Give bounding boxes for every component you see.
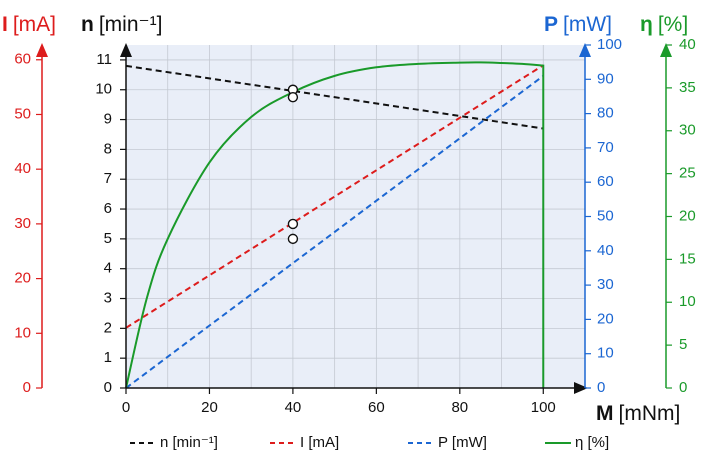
x-tick-label: 100 xyxy=(531,399,556,416)
marker-layer xyxy=(287,84,299,245)
p-tick-label: 50 xyxy=(597,207,614,224)
i-tick-label: 60 xyxy=(14,51,31,68)
eta-tick-label: 25 xyxy=(679,165,696,182)
legend: n [min⁻¹] I [mA] P [mW] η [%] xyxy=(130,434,609,451)
i-tick-label: 20 xyxy=(14,270,31,287)
p-tick-label: 30 xyxy=(597,276,614,293)
series-eta-line xyxy=(125,61,545,389)
n-tick-label: 1 xyxy=(104,349,112,366)
p-tick-label: 70 xyxy=(597,139,614,156)
x-tick-label: 0 xyxy=(122,399,130,416)
p-tick-label: 60 xyxy=(597,173,614,190)
p-tick-label: 90 xyxy=(597,70,614,87)
n-tick-label: 10 xyxy=(95,81,112,98)
eta-tick-label: 0 xyxy=(679,379,687,396)
i-tick-label: 50 xyxy=(14,105,31,122)
series-layer xyxy=(125,61,545,389)
eta-tick-label: 10 xyxy=(679,293,696,310)
i-tick-label: 30 xyxy=(14,215,31,232)
series-P-line xyxy=(125,75,544,389)
i-axis-title: I [mA] xyxy=(2,13,56,36)
p-tick-label: 100 xyxy=(597,36,622,53)
n-tick-label: 2 xyxy=(104,319,112,336)
tick-labels: 0123456789101101020304050600102030405060… xyxy=(14,36,695,416)
x-axis-arrow xyxy=(574,382,588,394)
legend-label-P: P [mW] xyxy=(438,434,487,451)
series-n-line xyxy=(125,64,544,130)
eta-axis-arrow xyxy=(660,43,672,57)
legend-label-I: I [mA] xyxy=(300,434,339,451)
n-tick-label: 8 xyxy=(104,140,112,157)
i-tick-label: 40 xyxy=(14,160,31,177)
x-tick-label: 80 xyxy=(451,399,468,416)
i-tick-label: 10 xyxy=(14,324,31,341)
n-tick-label: 0 xyxy=(104,379,112,396)
x-tick-label: 60 xyxy=(368,399,385,416)
p-tick-label: 10 xyxy=(597,345,614,362)
n-axis-arrow xyxy=(120,43,132,57)
p-axis-title: P [mW] xyxy=(544,13,612,36)
x-tick-label: 40 xyxy=(285,399,302,416)
eta-tick-label: 30 xyxy=(679,122,696,139)
legend-label-eta: η [%] xyxy=(575,434,609,451)
operating-point-marker xyxy=(287,233,299,245)
operating-point-marker xyxy=(287,91,299,103)
i-tick-label: 0 xyxy=(23,379,31,396)
eta-tick-label: 35 xyxy=(679,79,696,96)
legend-label-n: n [min⁻¹] xyxy=(160,434,218,451)
p-tick-label: 40 xyxy=(597,242,614,259)
i-axis-arrow xyxy=(36,43,48,57)
n-tick-label: 7 xyxy=(104,170,112,187)
p-tick-label: 80 xyxy=(597,105,614,122)
eta-tick-label: 20 xyxy=(679,207,696,224)
p-tick-label: 0 xyxy=(597,379,605,396)
series-I-line xyxy=(125,64,544,329)
eta-tick-label: 40 xyxy=(679,36,696,53)
eta-tick-label: 5 xyxy=(679,336,687,353)
n-tick-label: 11 xyxy=(96,51,112,68)
eta-axis-title: η [%] xyxy=(640,13,688,36)
x-axis-title: M [mNm] xyxy=(596,402,680,425)
p-axis-arrow xyxy=(579,43,591,57)
n-tick-label: 6 xyxy=(104,200,112,217)
n-tick-label: 9 xyxy=(104,111,112,128)
operating-point-marker xyxy=(287,218,299,230)
eta-tick-label: 15 xyxy=(679,250,696,267)
n-tick-label: 4 xyxy=(104,260,112,277)
x-tick-label: 20 xyxy=(201,399,218,416)
p-tick-label: 20 xyxy=(597,310,614,327)
n-tick-label: 5 xyxy=(104,230,112,247)
n-axis-title: n [min⁻¹] xyxy=(81,13,162,36)
n-tick-label: 3 xyxy=(104,289,112,306)
